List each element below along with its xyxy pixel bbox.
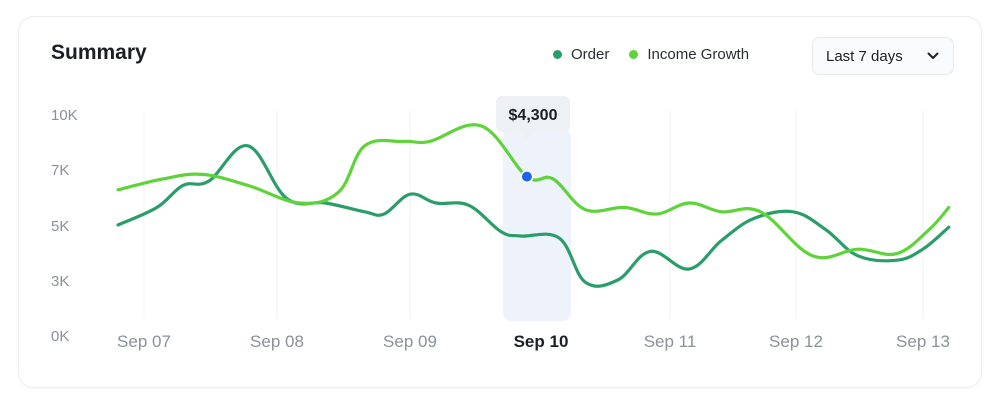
- y-tick-label: 3K: [51, 273, 69, 290]
- summary-card: Summary Order Income Growth Last 7 days …: [18, 16, 982, 388]
- highlight-band: [503, 129, 571, 321]
- x-tick-label: Sep 09: [383, 332, 437, 351]
- x-tick-label: Sep 08: [250, 332, 304, 351]
- x-tick-label: Sep 11: [644, 332, 697, 351]
- chart-legend: Order Income Growth: [553, 46, 749, 63]
- legend-swatch-order: [553, 50, 562, 59]
- y-tick-label: 10K: [51, 107, 78, 124]
- card-title: Summary: [51, 41, 147, 64]
- x-tick-label: Sep 10: [514, 332, 569, 351]
- legend-item-order: Order: [553, 46, 609, 63]
- legend-item-income-growth: Income Growth: [629, 46, 749, 63]
- x-tick-label: Sep 12: [769, 332, 823, 351]
- y-tick-label: 5K: [51, 218, 69, 235]
- date-range-dropdown[interactable]: Last 7 days: [812, 37, 954, 75]
- legend-swatch-income-growth: [629, 50, 639, 59]
- chevron-down-icon: [927, 49, 939, 63]
- x-tick-label: Sep 13: [896, 332, 950, 351]
- tooltip-pointer: [520, 132, 533, 139]
- series-line-income-growth: [116, 123, 951, 260]
- legend-label-income-growth: Income Growth: [647, 46, 750, 63]
- tooltip-value: $4,300: [509, 107, 558, 124]
- legend-label-order: Order: [571, 46, 610, 63]
- tooltip-box: [496, 96, 570, 132]
- date-range-value: Last 7 days: [826, 47, 903, 65]
- x-tick-label: Sep 07: [117, 332, 171, 351]
- y-tick-label: 0K: [51, 328, 69, 345]
- series-line-order: [116, 144, 951, 288]
- y-tick-label: 7K: [51, 162, 69, 179]
- highlight-point[interactable]: [521, 171, 532, 182]
